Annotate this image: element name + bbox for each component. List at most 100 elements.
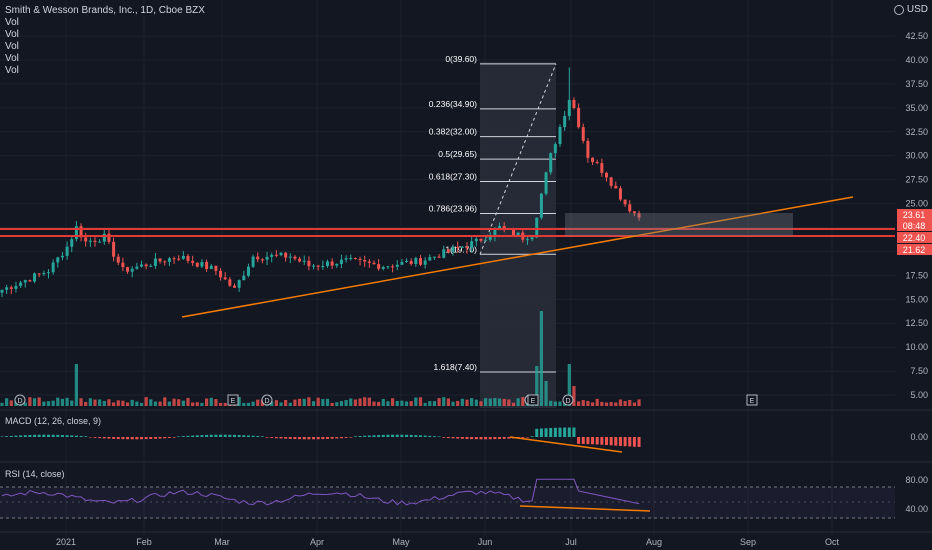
- macd-histogram-bar: [214, 434, 218, 437]
- macd-histogram-bar: [446, 437, 450, 439]
- candle-body: [37, 273, 41, 275]
- volume-bar: [42, 401, 46, 406]
- fib-level-label: 0.236(34.90): [429, 99, 477, 109]
- volume-bar: [577, 401, 581, 406]
- volume-bar: [623, 401, 627, 406]
- dividend-marker: [14, 394, 26, 406]
- volume-bar: [60, 398, 65, 406]
- candle-body: [284, 252, 288, 258]
- candle-body: [381, 267, 385, 269]
- volume-bar: [451, 401, 455, 406]
- candle-body: [177, 258, 181, 260]
- volume-bar: [98, 399, 102, 406]
- macd-histogram-bar: [618, 437, 622, 446]
- price-label-tag: [897, 244, 932, 255]
- price-axis[interactable]: 42.50 40.00 37.50 35.00 32.50 30.00 27.50 25.00…: [897, 31, 932, 514]
- macd-legend[interactable]: MACD (12, 26, close, 9): [5, 416, 102, 426]
- macd-histogram-bar: [14, 435, 18, 437]
- macd-histogram-bar: [595, 437, 599, 445]
- candle-body: [581, 127, 585, 141]
- candle-body: [47, 272, 50, 274]
- volume-bar: [400, 400, 404, 406]
- earnings-marker-label: E: [231, 398, 236, 405]
- macd-histogram-bar: [451, 437, 455, 439]
- macd-histogram-bar: [344, 437, 348, 438]
- volume-bar: [484, 398, 488, 406]
- earnings-marker: [227, 394, 239, 406]
- volume-bar: [125, 402, 130, 406]
- macd-histogram-bar: [307, 437, 311, 440]
- drawing-tools[interactable]: [0, 196, 895, 318]
- macd-histogram-bar: [456, 437, 460, 439]
- volume-bar: [149, 399, 153, 406]
- fib-level-label: 0(39.60): [445, 54, 477, 64]
- candle-body: [191, 260, 195, 263]
- candle-body: [544, 172, 548, 194]
- event-markers[interactable]: DDDDEEE: [14, 394, 758, 406]
- macd-histogram-bar: [233, 434, 236, 437]
- volume-bar: [316, 397, 320, 406]
- candle-body: [372, 262, 376, 265]
- macd-histogram-bar: [37, 434, 41, 437]
- candle-body: [391, 266, 395, 268]
- macd-histogram-bar: [637, 437, 641, 447]
- volume-bar: [9, 400, 13, 406]
- price-tick-label: 30.00: [905, 151, 928, 161]
- volume-bar: [544, 381, 548, 406]
- candle-body: [470, 241, 474, 248]
- symbol-title[interactable]: Smith & Wesson Brands, Inc., 1D, Cboe BZ…: [5, 5, 205, 16]
- macd-histogram-bar: [437, 436, 441, 437]
- candle-body: [614, 185, 618, 189]
- volume-bar: [279, 402, 283, 406]
- volume-bar: [516, 398, 520, 406]
- candle-body: [623, 199, 627, 205]
- macd-histogram-bar: [130, 437, 134, 440]
- volume-bar: [102, 400, 106, 406]
- candle-body: [42, 273, 46, 275]
- macd-histogram-bar: [614, 437, 618, 446]
- candle-body: [428, 257, 432, 261]
- dividend-marker-label: D: [565, 398, 570, 405]
- candle-body: [84, 237, 88, 242]
- rsi-legend[interactable]: RSI (14, close): [5, 469, 65, 479]
- macd-histogram-bar: [535, 428, 539, 437]
- macd-histogram-bar: [102, 437, 106, 439]
- volume-bar: [209, 397, 213, 406]
- candle-body: [632, 211, 636, 214]
- volume-bar: [493, 397, 497, 406]
- volume-bar: [93, 399, 97, 406]
- macd-histogram-bar: [581, 437, 585, 444]
- macd-histogram-bar: [358, 436, 362, 437]
- macd-histogram-bar: [19, 435, 23, 437]
- candle-body: [358, 258, 362, 261]
- volume-bar: [507, 399, 511, 406]
- macd-histogram-bar: [605, 437, 608, 446]
- volume-bar: [553, 401, 557, 406]
- macd-histogram-bar: [381, 434, 385, 437]
- macd-histogram-bar: [632, 437, 636, 447]
- candle-body: [419, 258, 422, 265]
- volume-bar: [474, 399, 478, 406]
- volume-bar: [321, 399, 325, 406]
- macd-histogram-bar: [219, 434, 223, 437]
- macd-histogram-bar: [144, 437, 148, 440]
- macd-histogram-bar: [539, 428, 543, 437]
- macd-histogram-bar: [47, 434, 50, 437]
- candle-body: [0, 289, 4, 293]
- macd-histogram-bar: [479, 437, 483, 440]
- vol-label: Vol: [5, 41, 19, 52]
- time-axis-label: Sep: [740, 537, 756, 547]
- currency-selector[interactable]: USD: [893, 4, 928, 15]
- candle-body: [525, 239, 529, 241]
- vol-label: Vol: [5, 29, 19, 40]
- candle-body: [502, 225, 506, 229]
- candle-body: [233, 285, 236, 288]
- volume-bar: [609, 402, 613, 406]
- time-axis[interactable]: 2021 Feb Mar Apr May Jun Jul Aug Sep Oct: [56, 537, 840, 547]
- macd-histogram-bar: [172, 437, 176, 438]
- candle-body: [186, 255, 190, 261]
- fib-level-label: 0.786(23.96): [429, 204, 477, 214]
- macd-histogram-bar: [107, 437, 111, 439]
- volume-bar: [0, 402, 4, 406]
